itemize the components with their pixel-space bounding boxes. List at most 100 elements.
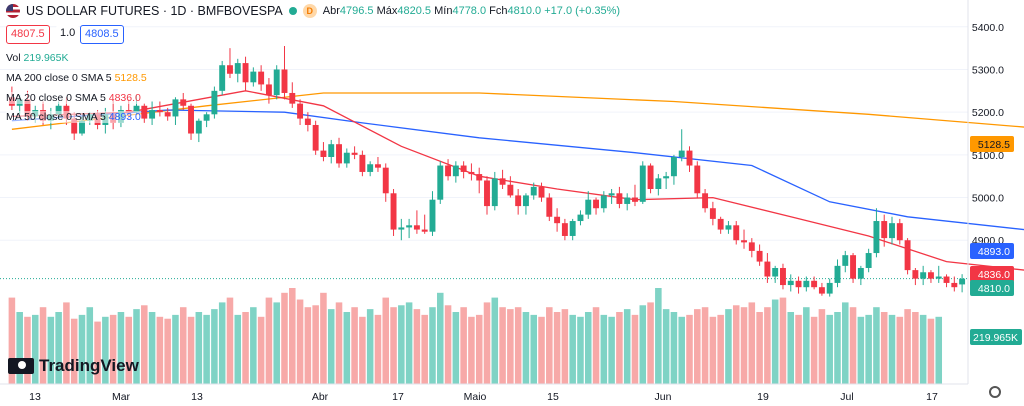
volume-bar <box>491 297 499 384</box>
volume-bar <box>865 314 872 384</box>
candle-body <box>328 144 335 157</box>
volume-bar <box>538 316 545 384</box>
volume-bar <box>187 316 195 384</box>
candle-body <box>655 178 662 190</box>
candle-body <box>398 227 405 230</box>
volume-bar <box>670 312 678 384</box>
buy-button[interactable]: 4808.5 <box>80 25 124 44</box>
candle-body <box>359 154 366 172</box>
candle-body <box>515 195 522 207</box>
volume-bar <box>390 307 397 384</box>
volume-bar <box>935 316 943 384</box>
volume-bar <box>335 302 343 384</box>
volume-bar <box>569 314 576 384</box>
volume-bar <box>764 307 771 384</box>
market-status-icon <box>288 7 297 15</box>
volume-bar <box>405 302 413 384</box>
candle-body <box>219 65 226 91</box>
candle-body <box>935 276 942 279</box>
ma50-legend[interactable]: MA 50 close 0 SMA 5 4893.0 <box>6 111 141 123</box>
volume-bar <box>125 316 132 384</box>
candle-body <box>250 71 257 83</box>
candle-body <box>429 199 436 232</box>
candle-body <box>811 280 818 288</box>
volume-bar <box>94 321 101 384</box>
volume-bar <box>413 309 421 384</box>
volume-bar <box>732 305 740 384</box>
candle-body <box>756 250 763 262</box>
volume-bar <box>686 314 693 384</box>
ma200-price-label-box <box>970 136 1014 152</box>
ma200-price-label: 5128.5 <box>978 139 1010 151</box>
volume-bar <box>818 309 826 384</box>
candle-body <box>600 195 607 209</box>
price-change: +17.0 (+0.35%) <box>544 5 621 17</box>
volume-bar <box>507 309 514 384</box>
volume-bar <box>359 316 366 384</box>
candle-body <box>670 157 677 177</box>
volume-bar <box>849 307 857 384</box>
y-tick-label: 5400.0 <box>972 22 1004 34</box>
candle-body <box>320 150 327 157</box>
candle-body <box>904 240 911 271</box>
candle-body <box>242 63 249 83</box>
candle-body <box>180 99 187 106</box>
x-tick-label: Jun <box>655 391 672 403</box>
x-tick-label: 17 <box>926 391 938 403</box>
volume-bar <box>242 312 249 384</box>
ma200-legend[interactable]: MA 200 close 0 SMA 5 5128.5 <box>6 72 147 84</box>
delay-badge[interactable]: D <box>302 4 317 18</box>
volume-bar <box>904 309 911 384</box>
volume-bar <box>522 312 530 384</box>
volume-bar <box>803 307 810 384</box>
x-tick-label: 13 <box>29 391 41 403</box>
candle-body <box>437 165 444 200</box>
candle-body <box>764 261 771 277</box>
volume-bar <box>133 309 140 384</box>
volume-price-label-box <box>970 329 1022 345</box>
tradingview-logo[interactable]: TradingView <box>8 356 139 376</box>
candle-body <box>569 221 576 236</box>
volume-bar <box>398 305 405 384</box>
volume-bar <box>468 316 475 384</box>
candle-body <box>850 255 857 279</box>
volume-bar <box>250 307 257 384</box>
candle-body <box>133 105 140 113</box>
candle-body <box>803 280 810 288</box>
volume-bar <box>631 314 639 384</box>
candle-body <box>522 195 529 207</box>
candle-body <box>195 120 202 134</box>
candle-body <box>156 110 163 113</box>
volume-bar <box>172 314 179 384</box>
last-price-label: 4810.0 <box>978 283 1010 295</box>
candle-body <box>79 120 85 134</box>
quantity-value[interactable]: 1.0 <box>56 25 80 42</box>
candle-body <box>406 225 413 228</box>
volume-bars <box>8 288 943 384</box>
candle-body <box>959 278 966 285</box>
volume-bar <box>826 314 833 384</box>
sell-button[interactable]: 4807.5 <box>6 25 50 44</box>
ma20-legend[interactable]: MA 20 close 0 SMA 5 4836.0 <box>6 92 141 104</box>
volume-bar <box>164 318 171 384</box>
candle-body <box>468 171 475 175</box>
volume-bar <box>70 318 78 384</box>
volume-bar <box>483 302 491 384</box>
candle-body <box>281 69 288 93</box>
volume-bar <box>748 302 756 384</box>
symbol-title[interactable]: US DOLLAR FUTURES · 1D · BMFBOVESPA <box>26 4 283 18</box>
volume-bar <box>382 297 390 384</box>
volume-bar <box>63 302 70 384</box>
volume-indicator-legend[interactable]: Vol 219.965K <box>6 52 69 64</box>
ma20-price-label: 4836.0 <box>978 269 1010 281</box>
volume-bar <box>694 309 701 384</box>
settings-gear-icon[interactable] <box>989 386 1001 398</box>
volume-bar <box>16 312 23 384</box>
candle-body <box>834 265 841 283</box>
volume-bar <box>374 314 382 384</box>
volume-bar <box>47 316 55 384</box>
volume-bar <box>281 292 288 384</box>
candle-body <box>273 69 280 96</box>
ma20-price-label-box <box>970 266 1014 282</box>
